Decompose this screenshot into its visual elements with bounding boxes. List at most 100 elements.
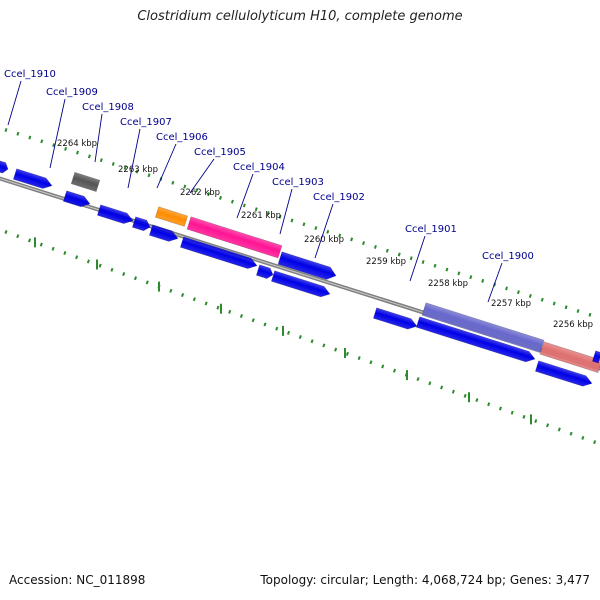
cds-block — [415, 316, 536, 363]
inner-tick-ring — [4, 230, 597, 445]
minor-tick — [239, 314, 243, 319]
minor-tick — [540, 297, 544, 302]
gene-label: Ccel_1903 — [272, 177, 324, 188]
minor-tick — [569, 431, 573, 436]
gene-label: Ccel_1900 — [482, 251, 534, 262]
gene-leader-line — [49, 98, 66, 169]
gene-label: Ccel_1905 — [194, 147, 246, 158]
minor-tick — [171, 180, 175, 185]
cds-block-highlight — [186, 216, 283, 259]
minor-tick — [228, 309, 232, 314]
cds-block — [131, 216, 151, 232]
gene-label: Ccel_1904 — [233, 162, 285, 173]
tick-label: 2260 kbp — [304, 235, 344, 245]
tick-label: 2259 kbp — [366, 257, 406, 267]
minor-tick — [16, 131, 20, 136]
minor-tick — [181, 293, 185, 298]
map-title: Clostridium cellulolyticum H10, complete… — [137, 9, 463, 24]
cds-block — [179, 236, 258, 269]
cds-block-highlight — [70, 171, 101, 193]
minor-tick — [192, 297, 196, 302]
minor-tick — [421, 260, 425, 264]
minor-tick — [373, 244, 377, 249]
minor-tick — [487, 402, 491, 407]
minor-tick — [278, 214, 282, 219]
minor-tick — [207, 192, 211, 197]
minor-tick — [534, 419, 538, 424]
minor-tick — [4, 128, 8, 132]
feature-shape — [415, 316, 536, 363]
minor-tick — [385, 248, 389, 253]
gene-label: Ccel_1901 — [405, 224, 457, 235]
feature-shape — [70, 171, 101, 193]
minor-tick — [216, 305, 220, 310]
minor-tick — [52, 143, 56, 148]
minor-tick — [302, 222, 306, 227]
minor-tick — [564, 305, 568, 310]
genome-summary-label: Topology: circular; Length: 4,068,724 bp… — [260, 573, 590, 587]
cds-block — [591, 350, 600, 364]
tick-label: 2262 kbp — [180, 188, 220, 198]
minor-tick — [392, 368, 397, 373]
cds-block — [0, 159, 9, 174]
cds-block — [96, 204, 134, 224]
gene-label: Ccel_1907 — [120, 117, 172, 128]
feature-shape — [277, 251, 337, 280]
minor-tick — [87, 154, 91, 159]
minor-tick — [593, 440, 597, 445]
gene-label: Ccel_1910 — [4, 69, 56, 80]
accession-label: Accession: NC_011898 — [9, 573, 146, 587]
minor-tick — [440, 385, 444, 390]
minor-tick — [98, 263, 102, 268]
cds-block-highlight — [154, 206, 189, 227]
minor-tick — [397, 252, 401, 257]
gene-leader-line — [314, 203, 334, 259]
gene-leader-line — [279, 188, 293, 235]
minor-tick — [169, 288, 173, 293]
feature-shape — [539, 341, 600, 373]
minor-tick — [242, 203, 246, 208]
minor-tick — [510, 410, 514, 415]
cds-block — [534, 360, 593, 387]
feature-shape — [148, 224, 179, 242]
minor-tick — [357, 356, 361, 361]
minor-tick — [457, 271, 461, 276]
minor-tick — [63, 251, 67, 255]
gene-leader-line — [409, 235, 426, 282]
minor-tick — [110, 267, 114, 272]
gene-leader-line — [94, 113, 103, 163]
minor-tick — [122, 272, 126, 277]
minor-tick — [362, 241, 366, 246]
feature-shape — [62, 190, 91, 208]
minor-tick — [369, 360, 373, 365]
minor-tick — [123, 165, 127, 170]
feature-shape — [534, 360, 593, 387]
minor-tick — [64, 146, 68, 151]
minor-tick — [287, 330, 291, 335]
minor-tick — [338, 233, 342, 238]
outer-tick-ring — [4, 128, 592, 317]
minor-tick — [557, 427, 561, 432]
minor-tick — [546, 423, 550, 428]
feature-shape — [372, 307, 418, 330]
minor-tick — [4, 230, 8, 234]
gene-label: Ccel_1902 — [313, 192, 365, 203]
minor-tick — [133, 276, 138, 281]
minor-tick — [86, 259, 90, 264]
minor-tick — [469, 275, 473, 280]
minor-tick — [522, 414, 526, 419]
feature-shape — [12, 168, 53, 189]
minor-tick — [576, 309, 580, 314]
gene-leader-line — [7, 80, 22, 126]
minor-tick — [528, 293, 532, 298]
gene-label: Ccel_1906 — [156, 132, 208, 143]
minor-tick — [290, 218, 294, 223]
feature-shape — [186, 216, 283, 259]
cds-block — [277, 251, 337, 280]
minor-tick — [581, 435, 585, 440]
cds-block — [372, 307, 418, 330]
cds-block — [62, 190, 91, 208]
minor-tick — [322, 343, 326, 348]
